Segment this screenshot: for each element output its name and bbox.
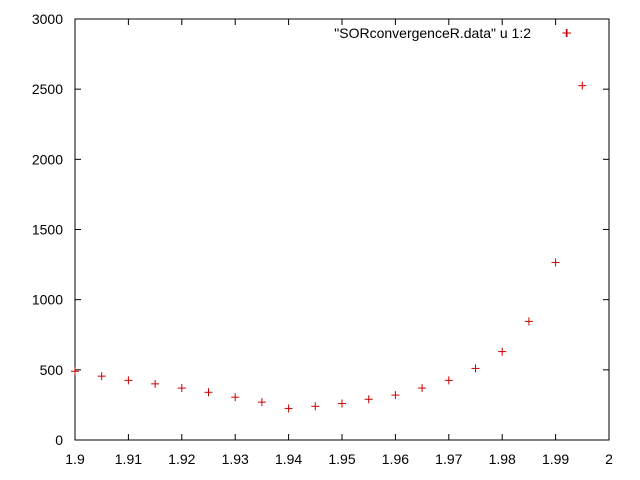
x-tick-label: 1.95 [328,451,355,467]
data-point [471,364,480,373]
y-tick-label: 1500 [32,222,63,238]
data-point [97,372,106,381]
x-tick-label: 1.97 [435,451,462,467]
legend-marker [563,29,571,37]
x-tick-label: 2 [605,451,613,467]
y-tick-label: 2500 [32,81,63,97]
data-point [231,393,240,402]
data-point [124,376,133,385]
legend-label: "SORconvergenceR.data" u 1:2 [334,25,531,41]
data-point [151,379,160,388]
data-point [418,384,427,393]
data-point [71,367,79,376]
data-point [551,258,560,267]
data-point [578,81,587,90]
data-point [311,402,320,411]
data-point [524,317,533,326]
x-tick-label: 1.98 [489,451,516,467]
x-tick-label: 1.99 [542,451,569,467]
y-tick-label: 3000 [32,11,63,27]
data-point [284,404,293,413]
data-point [257,398,266,407]
x-tick-label: 1.96 [382,451,409,467]
legend: "SORconvergenceR.data" u 1:2 [334,25,571,41]
data-point [498,347,507,356]
x-axis: 1.9 1.91 1.92 1.93 1.94 1.95 1.96 1.97 1.98 1.99 2 [65,19,613,467]
plot-frame [74,18,610,441]
y-tick-label: 0 [55,432,63,448]
x-tick-label: 1.92 [168,451,195,467]
x-tick-label: 1.9 [65,451,85,467]
data-point [338,399,346,408]
x-tick-label: 1.91 [115,451,142,467]
data-point [391,391,400,400]
data-point [204,388,213,397]
x-tick-label: 1.94 [275,451,302,467]
y-tick-label: 1000 [32,292,63,308]
data-point [444,376,453,385]
data-point [177,384,186,393]
data-points [71,29,587,413]
x-tick-label: 1.93 [222,451,249,467]
y-tick-label: 500 [40,362,64,378]
y-axis: 0 500 1000 1500 2000 2500 3000 [32,11,609,448]
legend-marker-symbol [563,29,571,37]
data-point [364,395,373,404]
y-tick-label: 2000 [32,151,63,167]
